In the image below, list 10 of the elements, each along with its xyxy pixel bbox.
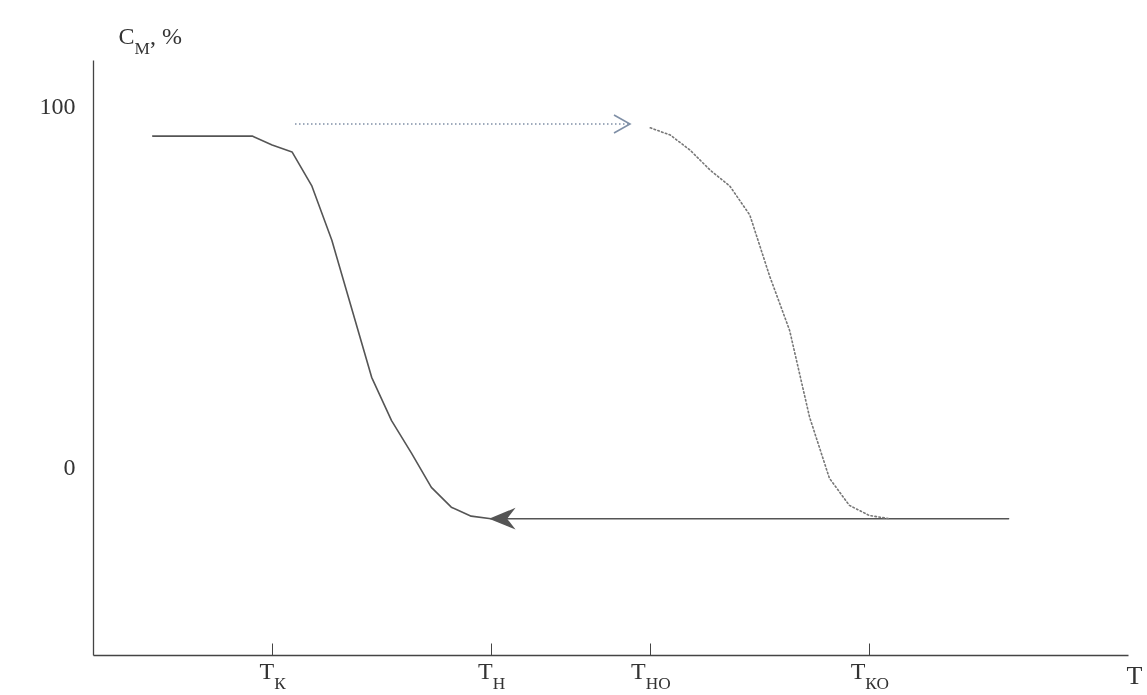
y-axis-title: C$_{М}$, % [118, 22, 182, 57]
x-tick-label: Т$_{Н}$ [478, 657, 506, 692]
x-axis-title: Т [1126, 660, 1143, 690]
x-tick-label: Т$_{НО}$ [631, 657, 671, 692]
y-tick-label: 0 [63, 453, 76, 480]
line-series [151, 135, 1010, 520]
x-tick-label: Т$_{К}$ [259, 657, 287, 692]
y-tick-label: 100 [39, 93, 76, 120]
x-tick-label: Т$_{КО}$ [850, 657, 889, 692]
line-series [649, 126, 890, 520]
